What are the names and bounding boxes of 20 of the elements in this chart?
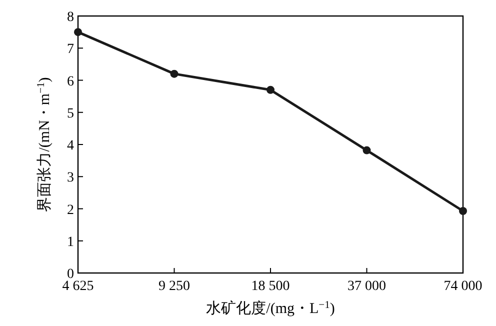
point: [266, 86, 274, 94]
y-tick-label: 0: [67, 267, 74, 282]
y-tick-label: 6: [67, 74, 74, 90]
x-tick-label: 4 625: [62, 279, 94, 294]
y-tick-label: 3: [67, 170, 74, 186]
point: [459, 207, 467, 215]
y-tick-label: 1: [67, 234, 74, 250]
y-tick-label: 2: [67, 202, 74, 218]
point: [362, 146, 371, 154]
x-axis-title: 水矿化度/(mg・L$^{−1}$): [206, 300, 335, 317]
y-tick-label: 8: [67, 10, 74, 25]
x-tick-label: 18 500: [251, 279, 290, 294]
x-tick-label: 37 000: [348, 279, 386, 294]
y-tick-label: 5: [67, 106, 74, 122]
x-tick-label: 9 250: [158, 279, 190, 294]
point: [74, 28, 82, 36]
x-tick-label: 74 000: [444, 279, 482, 294]
point: [170, 70, 178, 78]
y-tick-label: 7: [67, 42, 74, 58]
y-tick-label: 4: [67, 138, 74, 154]
